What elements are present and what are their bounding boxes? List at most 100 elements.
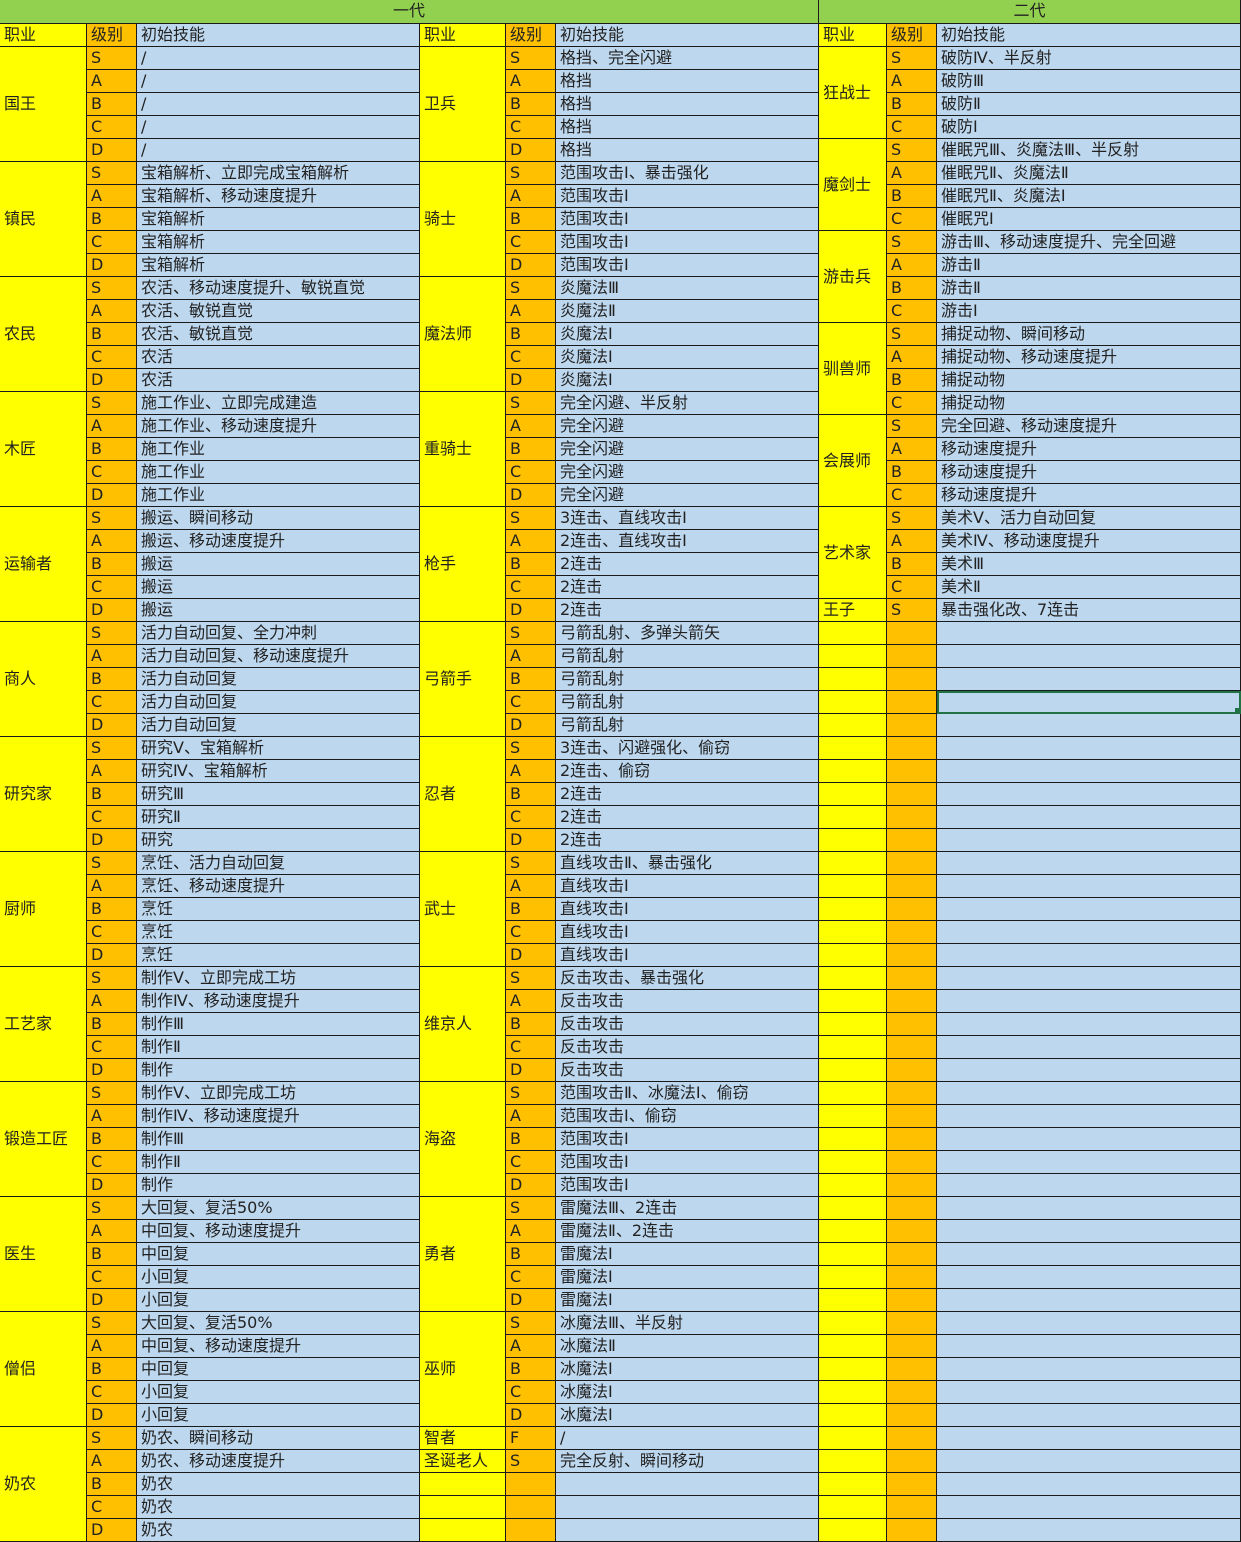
- empty-level-cell[interactable]: [887, 668, 937, 691]
- header-class-gen2[interactable]: 职业: [819, 24, 887, 47]
- level-cell[interactable]: S: [506, 277, 556, 300]
- empty-skill-cell[interactable]: [937, 1128, 1241, 1151]
- level-cell[interactable]: C: [506, 1036, 556, 1059]
- empty-class-cell[interactable]: [819, 921, 887, 944]
- empty-skill-cell[interactable]: [937, 1197, 1241, 1220]
- selected-skill-cell[interactable]: [937, 691, 1241, 714]
- empty-level-cell[interactable]: [887, 737, 937, 760]
- skill-cell[interactable]: 宝箱解析: [137, 231, 420, 254]
- level-cell[interactable]: B: [87, 208, 137, 231]
- class-cell[interactable]: 魔法师: [420, 277, 506, 392]
- skill-cell[interactable]: 范围攻击Ⅰ: [556, 1174, 819, 1197]
- level-cell[interactable]: S: [87, 1082, 137, 1105]
- empty-class-cell[interactable]: [819, 1197, 887, 1220]
- level-cell[interactable]: C: [506, 691, 556, 714]
- skill-cell[interactable]: 制作Ⅴ、立即完成工坊: [137, 1082, 420, 1105]
- empty-level-cell[interactable]: [887, 1266, 937, 1289]
- skill-cell[interactable]: 研究Ⅴ、宝箱解析: [137, 737, 420, 760]
- skill-cell[interactable]: 大回复、复活50%: [137, 1197, 420, 1220]
- empty-skill-cell[interactable]: [937, 1059, 1241, 1082]
- class-cell[interactable]: 游击兵: [819, 231, 887, 323]
- empty-class-cell[interactable]: [819, 944, 887, 967]
- skill-cell[interactable]: 农活、敏锐直觉: [137, 300, 420, 323]
- empty-skill-cell[interactable]: [937, 1174, 1241, 1197]
- empty-skill-cell[interactable]: [937, 1450, 1241, 1473]
- level-cell[interactable]: D: [506, 1174, 556, 1197]
- empty-level-cell[interactable]: [887, 944, 937, 967]
- skill-cell[interactable]: 直线攻击Ⅱ、暴击强化: [556, 852, 819, 875]
- skill-cell[interactable]: 捕捉动物、瞬间移动: [937, 323, 1241, 346]
- skill-cell[interactable]: 中回复、移动速度提升: [137, 1335, 420, 1358]
- skill-cell[interactable]: 中回复、移动速度提升: [137, 1220, 420, 1243]
- empty-class-cell[interactable]: [819, 1427, 887, 1450]
- level-cell[interactable]: S: [506, 1197, 556, 1220]
- level-cell[interactable]: D: [506, 599, 556, 622]
- level-cell[interactable]: A: [506, 645, 556, 668]
- skill-cell[interactable]: 宝箱解析、立即完成宝箱解析: [137, 162, 420, 185]
- skill-cell[interactable]: 炎魔法Ⅲ: [556, 277, 819, 300]
- empty-skill-cell[interactable]: [937, 1266, 1241, 1289]
- level-cell[interactable]: B: [506, 898, 556, 921]
- class-cell[interactable]: 锻造工匠: [0, 1082, 87, 1197]
- skill-cell[interactable]: 雷魔法Ⅲ、2连击: [556, 1197, 819, 1220]
- skill-cell[interactable]: 奶农: [137, 1519, 420, 1542]
- level-cell[interactable]: C: [87, 1266, 137, 1289]
- skill-cell[interactable]: 中回复: [137, 1243, 420, 1266]
- empty-class-cell[interactable]: [819, 691, 887, 714]
- empty-class-cell[interactable]: [819, 1289, 887, 1312]
- empty-level-cell[interactable]: [887, 714, 937, 737]
- skill-cell[interactable]: 制作Ⅳ、移动速度提升: [137, 1105, 420, 1128]
- skill-cell[interactable]: 搬运: [137, 576, 420, 599]
- level-cell[interactable]: B: [506, 1358, 556, 1381]
- level-cell[interactable]: C: [887, 392, 937, 415]
- level-cell[interactable]: S: [87, 47, 137, 70]
- skill-cell[interactable]: 施工作业: [137, 461, 420, 484]
- skill-cell[interactable]: 3连击、直线攻击Ⅰ: [556, 507, 819, 530]
- empty-level-cell[interactable]: [887, 829, 937, 852]
- level-cell[interactable]: A: [87, 1105, 137, 1128]
- skill-cell[interactable]: 研究Ⅲ: [137, 783, 420, 806]
- skill-cell[interactable]: 移动速度提升: [937, 438, 1241, 461]
- empty-class-cell[interactable]: [819, 1082, 887, 1105]
- skill-cell[interactable]: 2连击: [556, 576, 819, 599]
- skill-cell[interactable]: 宝箱解析: [137, 208, 420, 231]
- empty-skill-cell[interactable]: [937, 1220, 1241, 1243]
- skill-cell[interactable]: 烹饪: [137, 921, 420, 944]
- level-cell[interactable]: C: [887, 116, 937, 139]
- skill-cell[interactable]: 完全闪避、半反射: [556, 392, 819, 415]
- empty-level-cell[interactable]: [887, 1519, 937, 1542]
- empty-level-cell[interactable]: [887, 990, 937, 1013]
- empty-level-cell[interactable]: [887, 898, 937, 921]
- level-cell[interactable]: D: [506, 714, 556, 737]
- level-cell[interactable]: B: [87, 668, 137, 691]
- level-cell[interactable]: B: [87, 1473, 137, 1496]
- empty-skill-cell[interactable]: [937, 1105, 1241, 1128]
- empty-class-cell[interactable]: [420, 1473, 506, 1496]
- level-cell[interactable]: B: [506, 1013, 556, 1036]
- empty-level-cell[interactable]: [887, 1335, 937, 1358]
- empty-level-cell[interactable]: [887, 921, 937, 944]
- level-cell[interactable]: D: [87, 1174, 137, 1197]
- empty-level-cell[interactable]: [887, 1220, 937, 1243]
- level-cell[interactable]: D: [87, 714, 137, 737]
- level-cell[interactable]: B: [506, 438, 556, 461]
- empty-class-cell[interactable]: [819, 737, 887, 760]
- skill-cell[interactable]: 完全回避、移动速度提升: [937, 415, 1241, 438]
- level-cell[interactable]: C: [87, 1036, 137, 1059]
- empty-skill-cell[interactable]: [556, 1496, 819, 1519]
- skill-cell[interactable]: 宝箱解析、移动速度提升: [137, 185, 420, 208]
- level-cell[interactable]: S: [887, 231, 937, 254]
- level-cell[interactable]: D: [87, 1519, 137, 1542]
- empty-skill-cell[interactable]: [937, 737, 1241, 760]
- empty-class-cell[interactable]: [819, 1450, 887, 1473]
- empty-skill-cell[interactable]: [937, 760, 1241, 783]
- skill-cell[interactable]: 雷魔法Ⅱ、2连击: [556, 1220, 819, 1243]
- skill-cell[interactable]: 反击攻击: [556, 1036, 819, 1059]
- skill-cell[interactable]: 搬运、移动速度提升: [137, 530, 420, 553]
- skill-cell[interactable]: 冰魔法Ⅰ: [556, 1404, 819, 1427]
- level-cell[interactable]: D: [87, 369, 137, 392]
- skill-cell[interactable]: 搬运、瞬间移动: [137, 507, 420, 530]
- empty-class-cell[interactable]: [819, 1220, 887, 1243]
- skill-cell[interactable]: 美术Ⅱ: [937, 576, 1241, 599]
- level-cell[interactable]: B: [506, 93, 556, 116]
